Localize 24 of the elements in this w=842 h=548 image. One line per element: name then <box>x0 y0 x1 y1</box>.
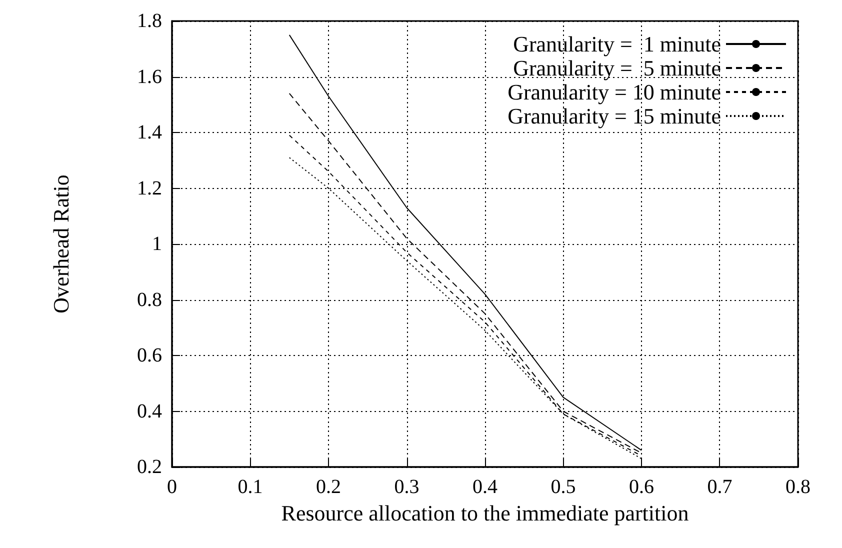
x-tick-label: 0.2 <box>316 476 341 498</box>
x-tick-label: 0.1 <box>238 476 263 498</box>
y-tick-label: 0.8 <box>137 288 162 311</box>
legend-label: Granularity = 15 minute <box>508 104 721 128</box>
legend-label: Granularity = 5 minute <box>513 56 721 80</box>
y-tick-label: 1.6 <box>137 66 162 88</box>
y-tick-label: 1 <box>152 233 162 255</box>
y-tick-label: 1.2 <box>137 177 162 200</box>
y-tick-label: 1.4 <box>137 122 162 144</box>
legend-label: Granularity = 1 minute <box>513 32 721 56</box>
x-tick-label: 0.8 <box>786 476 810 498</box>
y-tick-label: 0.4 <box>137 400 162 422</box>
x-tick-label: 0.7 <box>707 476 732 498</box>
x-tick-label: 0 <box>167 476 177 498</box>
legend-label: Granularity = 10 minute <box>508 80 721 104</box>
x-tick-label: 0.3 <box>394 476 420 498</box>
y-axis-title: Overhead Ratio <box>48 174 74 314</box>
x-tick-label: 0.4 <box>472 476 498 498</box>
x-axis-title: Resource allocation to the immediate partition <box>281 500 689 526</box>
y-tick-label: 0.2 <box>137 456 162 478</box>
y-tick-label: 1.8 <box>137 10 162 32</box>
y-tick-label: 0.6 <box>137 344 162 366</box>
x-tick-label: 0.6 <box>629 476 654 498</box>
x-tick-label: 0.5 <box>550 476 576 498</box>
